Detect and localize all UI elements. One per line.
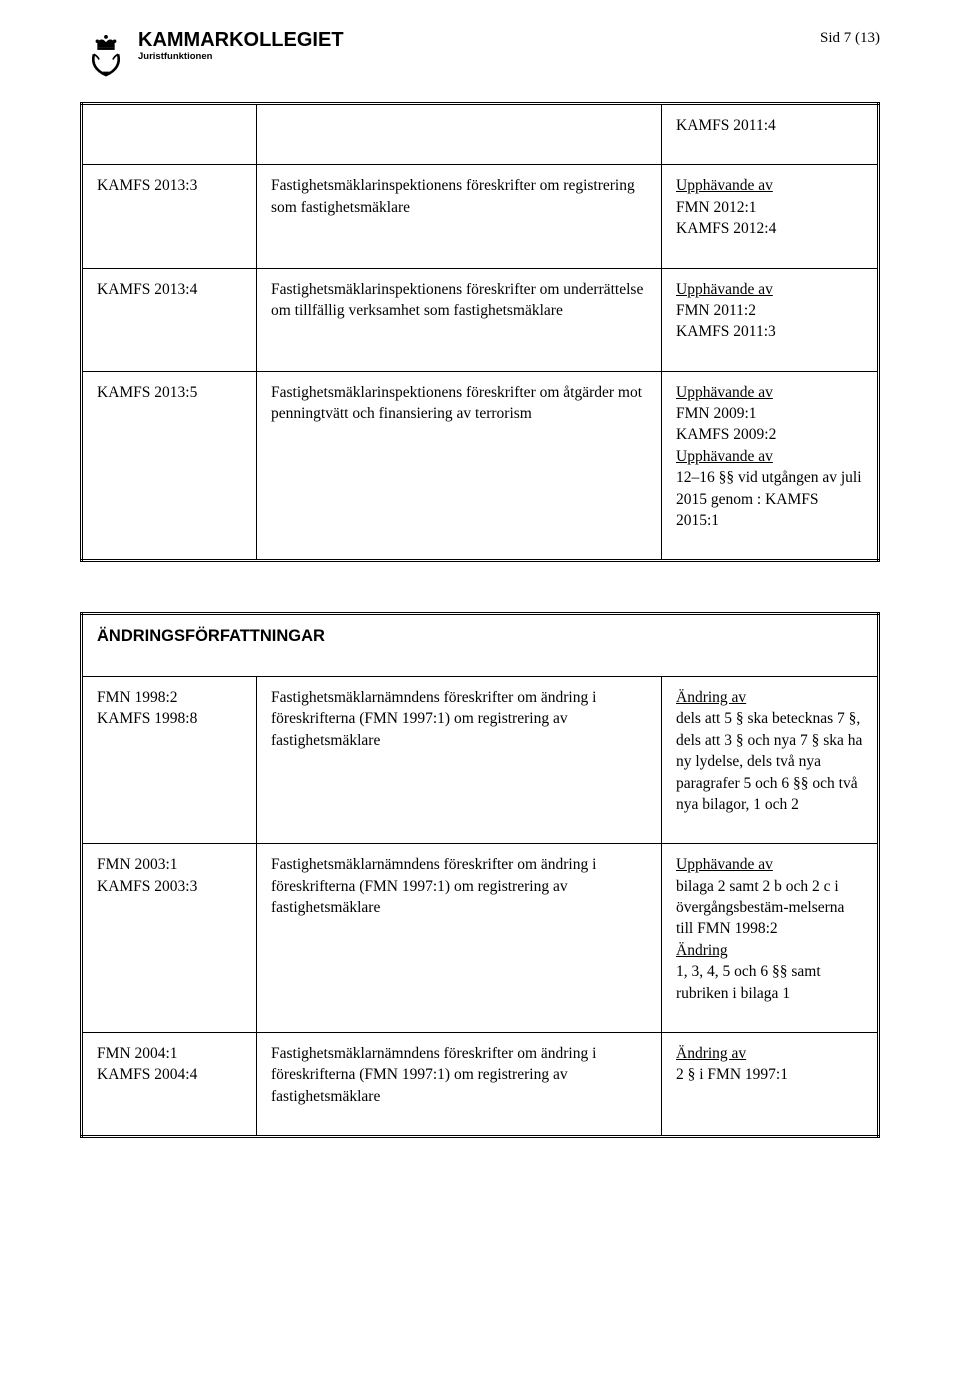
table-row: KAMFS 2013:3 Fastighetsmäklarinspektione…: [82, 165, 879, 268]
cell-id: FMN 2004:1 KAMFS 2004:4: [82, 1032, 257, 1136]
cell-desc: Fastighetsmäklarnämndens föreskrifter om…: [257, 844, 662, 1033]
underlined-text: Upphävande av: [676, 177, 773, 194]
table-row: KAMFS 2013:5 Fastighetsmäklarinspektione…: [82, 371, 879, 561]
page: KAMMARKOLLEGIET Juristfunktionen Sid 7 (…: [0, 0, 960, 1178]
cell-desc: [257, 104, 662, 165]
text: FMN 2011:2 KAMFS 2011:3: [676, 302, 776, 340]
page-number: Sid 7 (13): [820, 30, 880, 47]
text: Fastighetsmäklarinspektionens föreskrift…: [271, 384, 642, 422]
text: FMN 2012:1 KAMFS 2012:4: [676, 199, 776, 237]
cell-note: Upphävande av FMN 2012:1 KAMFS 2012:4: [662, 165, 879, 268]
underlined-text: Ändring: [676, 942, 728, 959]
section-title: ÄNDRINGSFÖRFATTNINGAR: [97, 627, 325, 645]
table-row: KAMFS 2013:4 Fastighetsmäklarinspektione…: [82, 268, 879, 371]
text: 2 § i FMN 1997:1: [676, 1066, 788, 1083]
org-subtitle: Juristfunktionen: [138, 52, 344, 62]
text: 12–16 §§ vid utgången av juli 2015 genom…: [676, 469, 862, 529]
text: KAMFS 2013:5: [97, 384, 197, 401]
text: Fastighetsmäklarinspektionens föreskrift…: [271, 177, 635, 215]
text: dels att 5 § ska betecknas 7 §, dels att…: [676, 710, 862, 813]
table-row: FMN 2004:1 KAMFS 2004:4 Fastighetsmäklar…: [82, 1032, 879, 1136]
cell-desc: Fastighetsmäklarinspektionens föreskrift…: [257, 371, 662, 561]
text: 1, 3, 4, 5 och 6 §§ samt rubriken i bila…: [676, 963, 821, 1001]
text: bilaga 2 samt 2 b och 2 c i övergångsbes…: [676, 878, 844, 938]
text: KAMFS 2013:3: [97, 177, 197, 194]
cell-desc: Fastighetsmäklarnämndens föreskrifter om…: [257, 677, 662, 844]
cell-id: KAMFS 2013:5: [82, 371, 257, 561]
text: FMN 2003:1 KAMFS 2003:3: [97, 856, 197, 894]
cell-note: Upphävande av bilaga 2 samt 2 b och 2 c …: [662, 844, 879, 1033]
text: Fastighetsmäklarnämndens föreskrifter om…: [271, 856, 596, 916]
cell-note: Ändring av dels att 5 § ska betecknas 7 …: [662, 677, 879, 844]
cell-desc: Fastighetsmäklarinspektionens föreskrift…: [257, 268, 662, 371]
text: Fastighetsmäklarnämndens föreskrifter om…: [271, 1045, 596, 1105]
cell-note: Ändring av 2 § i FMN 1997:1: [662, 1032, 879, 1136]
cell-id: KAMFS 2013:3: [82, 165, 257, 268]
cell-id: FMN 1998:2 KAMFS 1998:8: [82, 677, 257, 844]
text: KAMFS 2011:4: [676, 117, 776, 134]
table-row: FMN 2003:1 KAMFS 2003:3 Fastighetsmäklar…: [82, 844, 879, 1033]
text: FMN 2009:1 KAMFS 2009:2: [676, 405, 776, 443]
org-logo-block: KAMMARKOLLEGIET Juristfunktionen: [80, 30, 344, 82]
text: Fastighetsmäklarinspektionens föreskrift…: [271, 281, 643, 319]
cell-note: Upphävande av FMN 2009:1 KAMFS 2009:2 Up…: [662, 371, 879, 561]
table-row: KAMFS 2011:4: [82, 104, 879, 165]
cell-desc: Fastighetsmäklarnämndens föreskrifter om…: [257, 1032, 662, 1136]
text: Fastighetsmäklarnämndens föreskrifter om…: [271, 689, 596, 749]
org-text: KAMMARKOLLEGIET Juristfunktionen: [138, 30, 344, 62]
vertical-spacer: [80, 562, 880, 612]
table-row: FMN 1998:2 KAMFS 1998:8 Fastighetsmäklar…: [82, 677, 879, 844]
cell-note: Upphävande av FMN 2011:2 KAMFS 2011:3: [662, 268, 879, 371]
cell-desc: Fastighetsmäklarinspektionens föreskrift…: [257, 165, 662, 268]
crown-crest-icon: [80, 30, 132, 82]
cell-id: FMN 2003:1 KAMFS 2003:3: [82, 844, 257, 1033]
org-name: KAMMARKOLLEGIET: [138, 30, 344, 50]
regulations-table-2: ÄNDRINGSFÖRFATTNINGAR FMN 1998:2 KAMFS 1…: [80, 612, 880, 1138]
cell-id: KAMFS 2013:4: [82, 268, 257, 371]
underlined-text: Ändring av: [676, 1045, 746, 1062]
section-title-cell: ÄNDRINGSFÖRFATTNINGAR: [82, 614, 879, 677]
cell-note: KAMFS 2011:4: [662, 104, 879, 165]
table-title-row: ÄNDRINGSFÖRFATTNINGAR: [82, 614, 879, 677]
underlined-text: Upphävande av: [676, 384, 773, 401]
page-header: KAMMARKOLLEGIET Juristfunktionen Sid 7 (…: [80, 30, 880, 82]
regulations-table-1: KAMFS 2011:4 KAMFS 2013:3 Fastighetsmäkl…: [80, 102, 880, 562]
underlined-text: Upphävande av: [676, 281, 773, 298]
text: FMN 1998:2 KAMFS 1998:8: [97, 689, 197, 727]
underlined-text: Ändring av: [676, 689, 746, 706]
underlined-text: Upphävande av: [676, 856, 773, 873]
underlined-text: Upphävande av: [676, 448, 773, 465]
cell-id: [82, 104, 257, 165]
text: FMN 2004:1 KAMFS 2004:4: [97, 1045, 197, 1083]
text: KAMFS 2013:4: [97, 281, 197, 298]
